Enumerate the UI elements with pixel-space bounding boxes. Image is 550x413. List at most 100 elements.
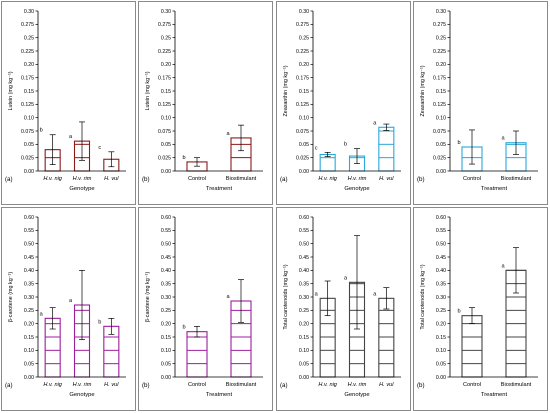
y-tick-label: 0.125 bbox=[158, 102, 171, 108]
bar-group: b bbox=[457, 129, 483, 172]
y-tick-label: 0.125 bbox=[433, 102, 446, 108]
y-tick-label: 0.225 bbox=[433, 49, 446, 55]
y-tick-label: 0.15 bbox=[24, 335, 34, 341]
x-tick-label: Control bbox=[188, 176, 206, 182]
panel-frame bbox=[138, 207, 273, 411]
y-axis-label: Total carotenoids (mg kg⁻¹) bbox=[420, 264, 426, 329]
y-tick-label: 0.00 bbox=[436, 375, 446, 381]
y-tick-label: 0.10 bbox=[161, 115, 171, 121]
y-tick-label: 0.20 bbox=[436, 321, 446, 327]
y-tick-label: 0.40 bbox=[299, 268, 309, 274]
y-tick-label: 0.10 bbox=[299, 115, 309, 121]
x-tick-label: H. vul bbox=[379, 382, 394, 388]
y-tick-label: 0.60 bbox=[24, 215, 34, 221]
bar bbox=[461, 315, 483, 378]
y-tick-label: 0.25 bbox=[299, 35, 309, 41]
x-axis-label: Treatment bbox=[481, 392, 508, 398]
panel-tag: (b) bbox=[142, 176, 150, 183]
significance-letter: c bbox=[315, 145, 318, 151]
y-tick-label: 0.30 bbox=[436, 295, 446, 301]
panel-tag: (b) bbox=[417, 176, 425, 183]
y-tick-label: 0.025 bbox=[296, 155, 309, 161]
y-tick-label: 0.40 bbox=[436, 268, 446, 274]
y-tick-label: 0.00 bbox=[436, 169, 446, 175]
y-tick-label: 0.175 bbox=[158, 75, 171, 81]
chart-panel-3: 0.00 0.025 0.05 0.075 0.10 0.125 0.15 0.175 0.20… bbox=[276, 1, 411, 205]
y-tick-label: 0.25 bbox=[436, 308, 446, 314]
y-tick-label: 0.275 bbox=[158, 22, 171, 28]
significance-letter: a bbox=[226, 294, 230, 300]
y-tick-label: 0.10 bbox=[24, 115, 34, 121]
y-tick-label: 0.15 bbox=[24, 89, 34, 95]
significance-letter: a bbox=[69, 134, 73, 140]
y-tick-label: 0.15 bbox=[161, 89, 171, 95]
y-tick-label: 0.025 bbox=[433, 155, 446, 161]
chart-panel-5: 0.00 0.05 0.10 0.15 0.20 0.25 0.30 0.35 0.40 0.45… bbox=[1, 207, 136, 411]
y-tick-label: 0.025 bbox=[21, 155, 34, 161]
bar-group: a bbox=[40, 307, 61, 378]
panel-frame bbox=[413, 207, 548, 411]
significance-letter: a bbox=[40, 311, 44, 317]
x-tick-label: H.v. rim bbox=[348, 176, 367, 182]
y-tick-label: 0.10 bbox=[436, 115, 446, 121]
panel-tag: (b) bbox=[142, 382, 150, 389]
chart-panel-2: 0.00 0.025 0.05 0.075 0.10 0.125 0.15 0.175 0.20… bbox=[138, 1, 273, 205]
chart-panel-6: 0.00 0.05 0.10 0.15 0.20 0.25 0.30 0.35 0.40 0.45… bbox=[138, 207, 273, 411]
y-tick-label: 0.175 bbox=[21, 75, 34, 81]
y-tick-label: 0.20 bbox=[161, 62, 171, 68]
significance-letter: b bbox=[40, 128, 43, 134]
y-tick-label: 0.10 bbox=[24, 348, 34, 354]
y-tick-label: 0.05 bbox=[436, 361, 446, 367]
x-tick-label: H. vul bbox=[379, 176, 394, 182]
x-tick-label: H.v. rim bbox=[73, 382, 92, 388]
x-tick-label: H.v. nig bbox=[318, 176, 337, 182]
x-tick-label: H.v. rim bbox=[348, 382, 367, 388]
y-axis-label: Lutein (mg kg⁻¹) bbox=[145, 71, 151, 110]
significance-letter: c bbox=[98, 145, 101, 151]
bar-group: a bbox=[315, 280, 336, 378]
x-axis-label: Genotype bbox=[69, 186, 94, 192]
significance-letter: b bbox=[457, 140, 460, 146]
y-tick-label: 0.30 bbox=[299, 9, 309, 15]
x-axis-label: Treatment bbox=[206, 186, 233, 192]
significance-letter: a bbox=[226, 131, 230, 137]
bar bbox=[186, 331, 208, 378]
y-tick-label: 0.125 bbox=[21, 102, 34, 108]
y-tick-label: 0.175 bbox=[296, 75, 309, 81]
significance-letter: b bbox=[457, 309, 460, 315]
y-axis-label: Zeaxanthin (mg kg⁻¹) bbox=[420, 65, 426, 116]
x-tick-label: H. vul bbox=[104, 382, 119, 388]
bar-group: a bbox=[344, 235, 366, 378]
y-tick-label: 0.35 bbox=[161, 281, 171, 287]
y-tick-label: 0.25 bbox=[24, 308, 34, 314]
y-tick-label: 0.225 bbox=[158, 49, 171, 55]
x-axis-label: Genotype bbox=[69, 392, 94, 398]
y-tick-label: 0.40 bbox=[24, 268, 34, 274]
y-tick-label: 0.55 bbox=[299, 228, 309, 234]
x-tick-label: Biostimulant bbox=[226, 176, 257, 182]
y-tick-label: 0.30 bbox=[436, 9, 446, 15]
chart-panel-1: 0.00 0.025 0.05 0.075 0.10 0.125 0.15 0.175 0.20… bbox=[1, 1, 136, 205]
y-tick-label: 0.20 bbox=[299, 62, 309, 68]
y-tick-label: 0.15 bbox=[436, 335, 446, 341]
y-tick-label: 0.075 bbox=[21, 129, 34, 135]
y-tick-label: 0.225 bbox=[296, 49, 309, 55]
significance-letter: a bbox=[501, 136, 505, 142]
panel-tag: (a) bbox=[5, 176, 13, 183]
significance-letter: a bbox=[373, 120, 377, 126]
y-tick-label: 0.275 bbox=[433, 22, 446, 28]
y-tick-label: 0.00 bbox=[299, 169, 309, 175]
y-tick-label: 0.225 bbox=[21, 49, 34, 55]
y-tick-label: 0.35 bbox=[436, 281, 446, 287]
bar-group: b bbox=[182, 325, 208, 378]
y-tick-label: 0.175 bbox=[433, 75, 446, 81]
bar-group: a bbox=[501, 247, 527, 378]
y-tick-label: 0.30 bbox=[24, 9, 34, 15]
y-tick-label: 0.30 bbox=[161, 295, 171, 301]
y-axis-label: β-carotene (mg kg⁻¹) bbox=[145, 272, 151, 322]
panel-tag: (a) bbox=[280, 176, 288, 183]
y-tick-label: 0.20 bbox=[299, 321, 309, 327]
significance-letter: a bbox=[344, 275, 348, 281]
significance-letter: b bbox=[344, 142, 347, 148]
